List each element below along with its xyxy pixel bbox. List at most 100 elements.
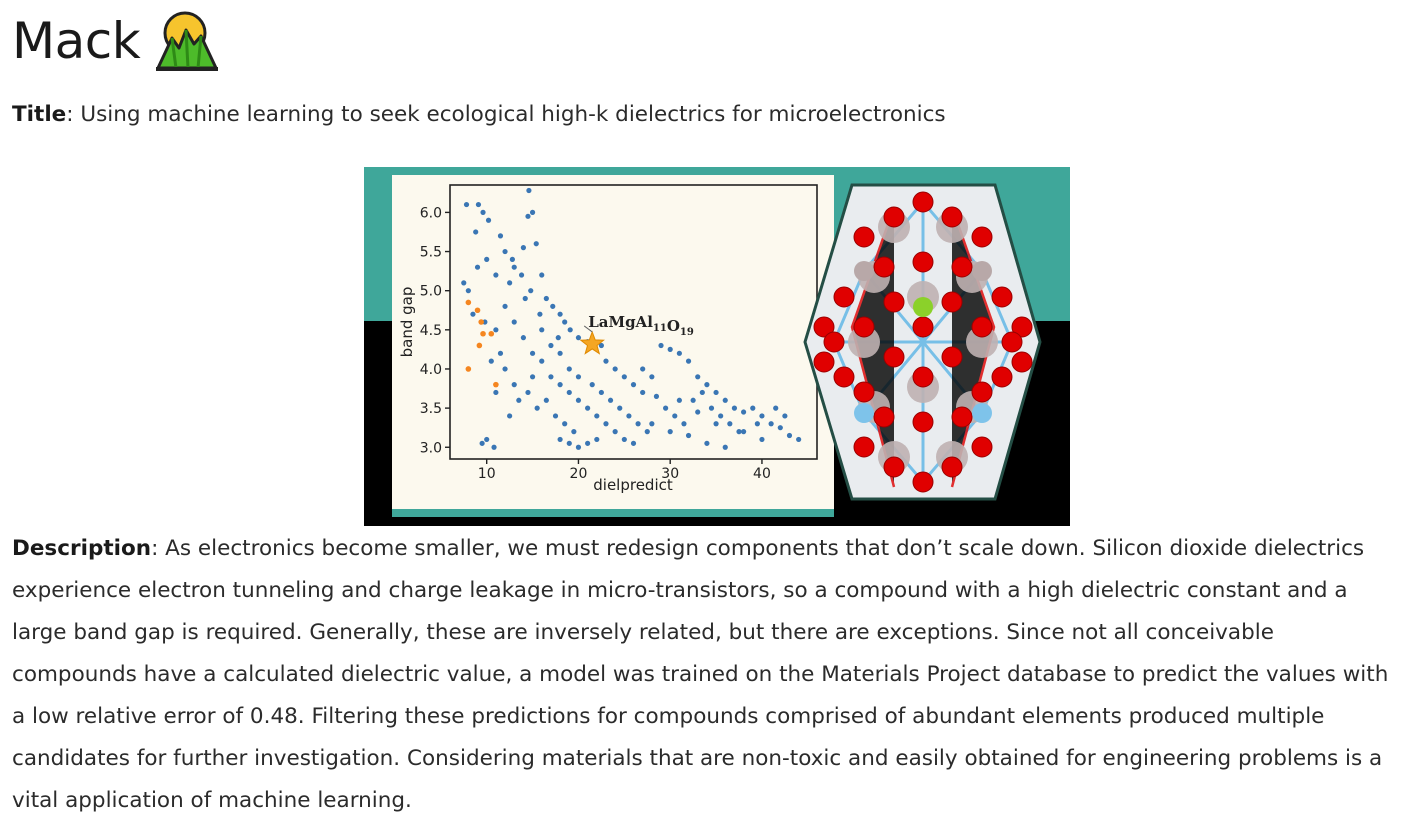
scatter-point <box>484 436 490 443</box>
scatter-point <box>493 389 499 396</box>
scatter-point <box>649 374 655 380</box>
scatter-point <box>511 382 517 388</box>
scatter-point <box>598 342 604 349</box>
scatter-point <box>617 405 623 411</box>
scatter-point <box>525 213 531 219</box>
y-tick-label: 5.0 <box>420 284 442 300</box>
atom-red <box>991 286 1013 308</box>
scatter-point <box>621 374 627 380</box>
heading-text: Mack <box>12 12 141 70</box>
scatter-point <box>612 366 618 372</box>
y-tick-label: 6.0 <box>420 205 442 221</box>
scatter-point <box>630 440 637 446</box>
scatter-point <box>653 393 660 399</box>
atom-red <box>912 316 934 338</box>
title-label: Title <box>12 102 67 127</box>
scatter-point <box>695 374 701 380</box>
scatter-point <box>522 295 528 302</box>
scatter-point <box>630 382 637 388</box>
scatter-point <box>713 389 719 396</box>
scatter-point <box>465 288 471 294</box>
annotation-leader-line <box>583 325 593 333</box>
scatter-point <box>562 319 568 325</box>
scatter-point <box>529 374 536 380</box>
scatter-point <box>548 374 554 380</box>
scatter-point <box>552 413 559 419</box>
scatter-point <box>594 436 600 443</box>
scatter-point <box>474 264 481 270</box>
scatter-point <box>640 389 646 396</box>
atom-red <box>941 291 963 313</box>
figure-teal-strip-bottom <box>392 509 834 517</box>
atom-red <box>912 251 934 273</box>
description-text: As electronics become smaller, we must r… <box>12 536 1389 813</box>
scatter-point <box>529 350 536 356</box>
atom-red <box>941 206 963 228</box>
atom-gray-small <box>854 261 874 281</box>
scatter-point <box>621 436 627 443</box>
atom-red <box>833 366 855 388</box>
scatter-point <box>480 209 486 215</box>
scatter-point <box>548 342 554 349</box>
atom-red <box>941 346 963 368</box>
atom-red <box>991 366 1013 388</box>
scatter-point <box>699 389 705 396</box>
scatter-point <box>502 248 508 255</box>
scatter-point <box>607 397 614 403</box>
scatter-point <box>557 350 563 356</box>
atom-red <box>912 411 934 433</box>
scatter-point <box>539 358 545 364</box>
x-tick-label: 40 <box>753 466 771 482</box>
scatter-point <box>690 397 696 403</box>
atom-red <box>853 381 875 403</box>
crystal-structure-icon <box>803 183 1042 501</box>
atom-red <box>883 456 905 478</box>
scatter-point <box>676 397 682 403</box>
scatter-point <box>475 201 482 208</box>
scatter-point <box>667 429 673 435</box>
scatter-point <box>777 425 783 431</box>
scatter-point <box>727 421 733 427</box>
scatter-point-orange <box>478 319 484 325</box>
scatter-point <box>612 429 618 435</box>
scatter-point <box>672 413 678 419</box>
scatter-point <box>663 405 669 411</box>
scatter-point <box>516 397 522 403</box>
scatter-point <box>713 421 719 427</box>
scatter-point <box>528 288 534 294</box>
scatter-point <box>676 350 682 356</box>
scatter-point <box>539 272 545 278</box>
x-tick-label: 20 <box>570 466 588 482</box>
plot-axes-frame <box>449 184 818 460</box>
atom-red <box>1011 351 1033 373</box>
scatter-point <box>635 421 641 427</box>
scatter-point <box>741 429 747 435</box>
atom-blue <box>972 403 992 423</box>
scatter-point <box>768 421 774 427</box>
scatter-point <box>575 335 582 341</box>
atom-red <box>833 286 855 308</box>
scatter-point <box>463 201 470 208</box>
x-tick-label: 10 <box>478 466 496 482</box>
scatter-point <box>461 280 467 286</box>
scatter-point <box>566 366 572 372</box>
scatter-point <box>557 311 563 317</box>
scatter-point <box>796 436 802 443</box>
scatter-point <box>759 413 765 419</box>
scatter-point <box>529 209 536 215</box>
scatter-point <box>507 413 513 419</box>
scatter-point <box>722 397 728 403</box>
scatter-point <box>507 280 513 286</box>
scatter-point <box>708 405 715 411</box>
scatter-point <box>526 187 532 194</box>
scatter-point <box>782 413 788 419</box>
scatter-point <box>567 327 573 333</box>
scatter-point <box>718 413 724 419</box>
annotation-subscript: 19 <box>680 327 694 338</box>
scatter-point <box>511 264 517 270</box>
y-tick-label: 3.5 <box>420 401 442 417</box>
scatter-point <box>555 335 561 341</box>
atom-gray <box>966 326 998 358</box>
atom-blue <box>854 403 874 423</box>
scatter-point <box>502 366 508 372</box>
